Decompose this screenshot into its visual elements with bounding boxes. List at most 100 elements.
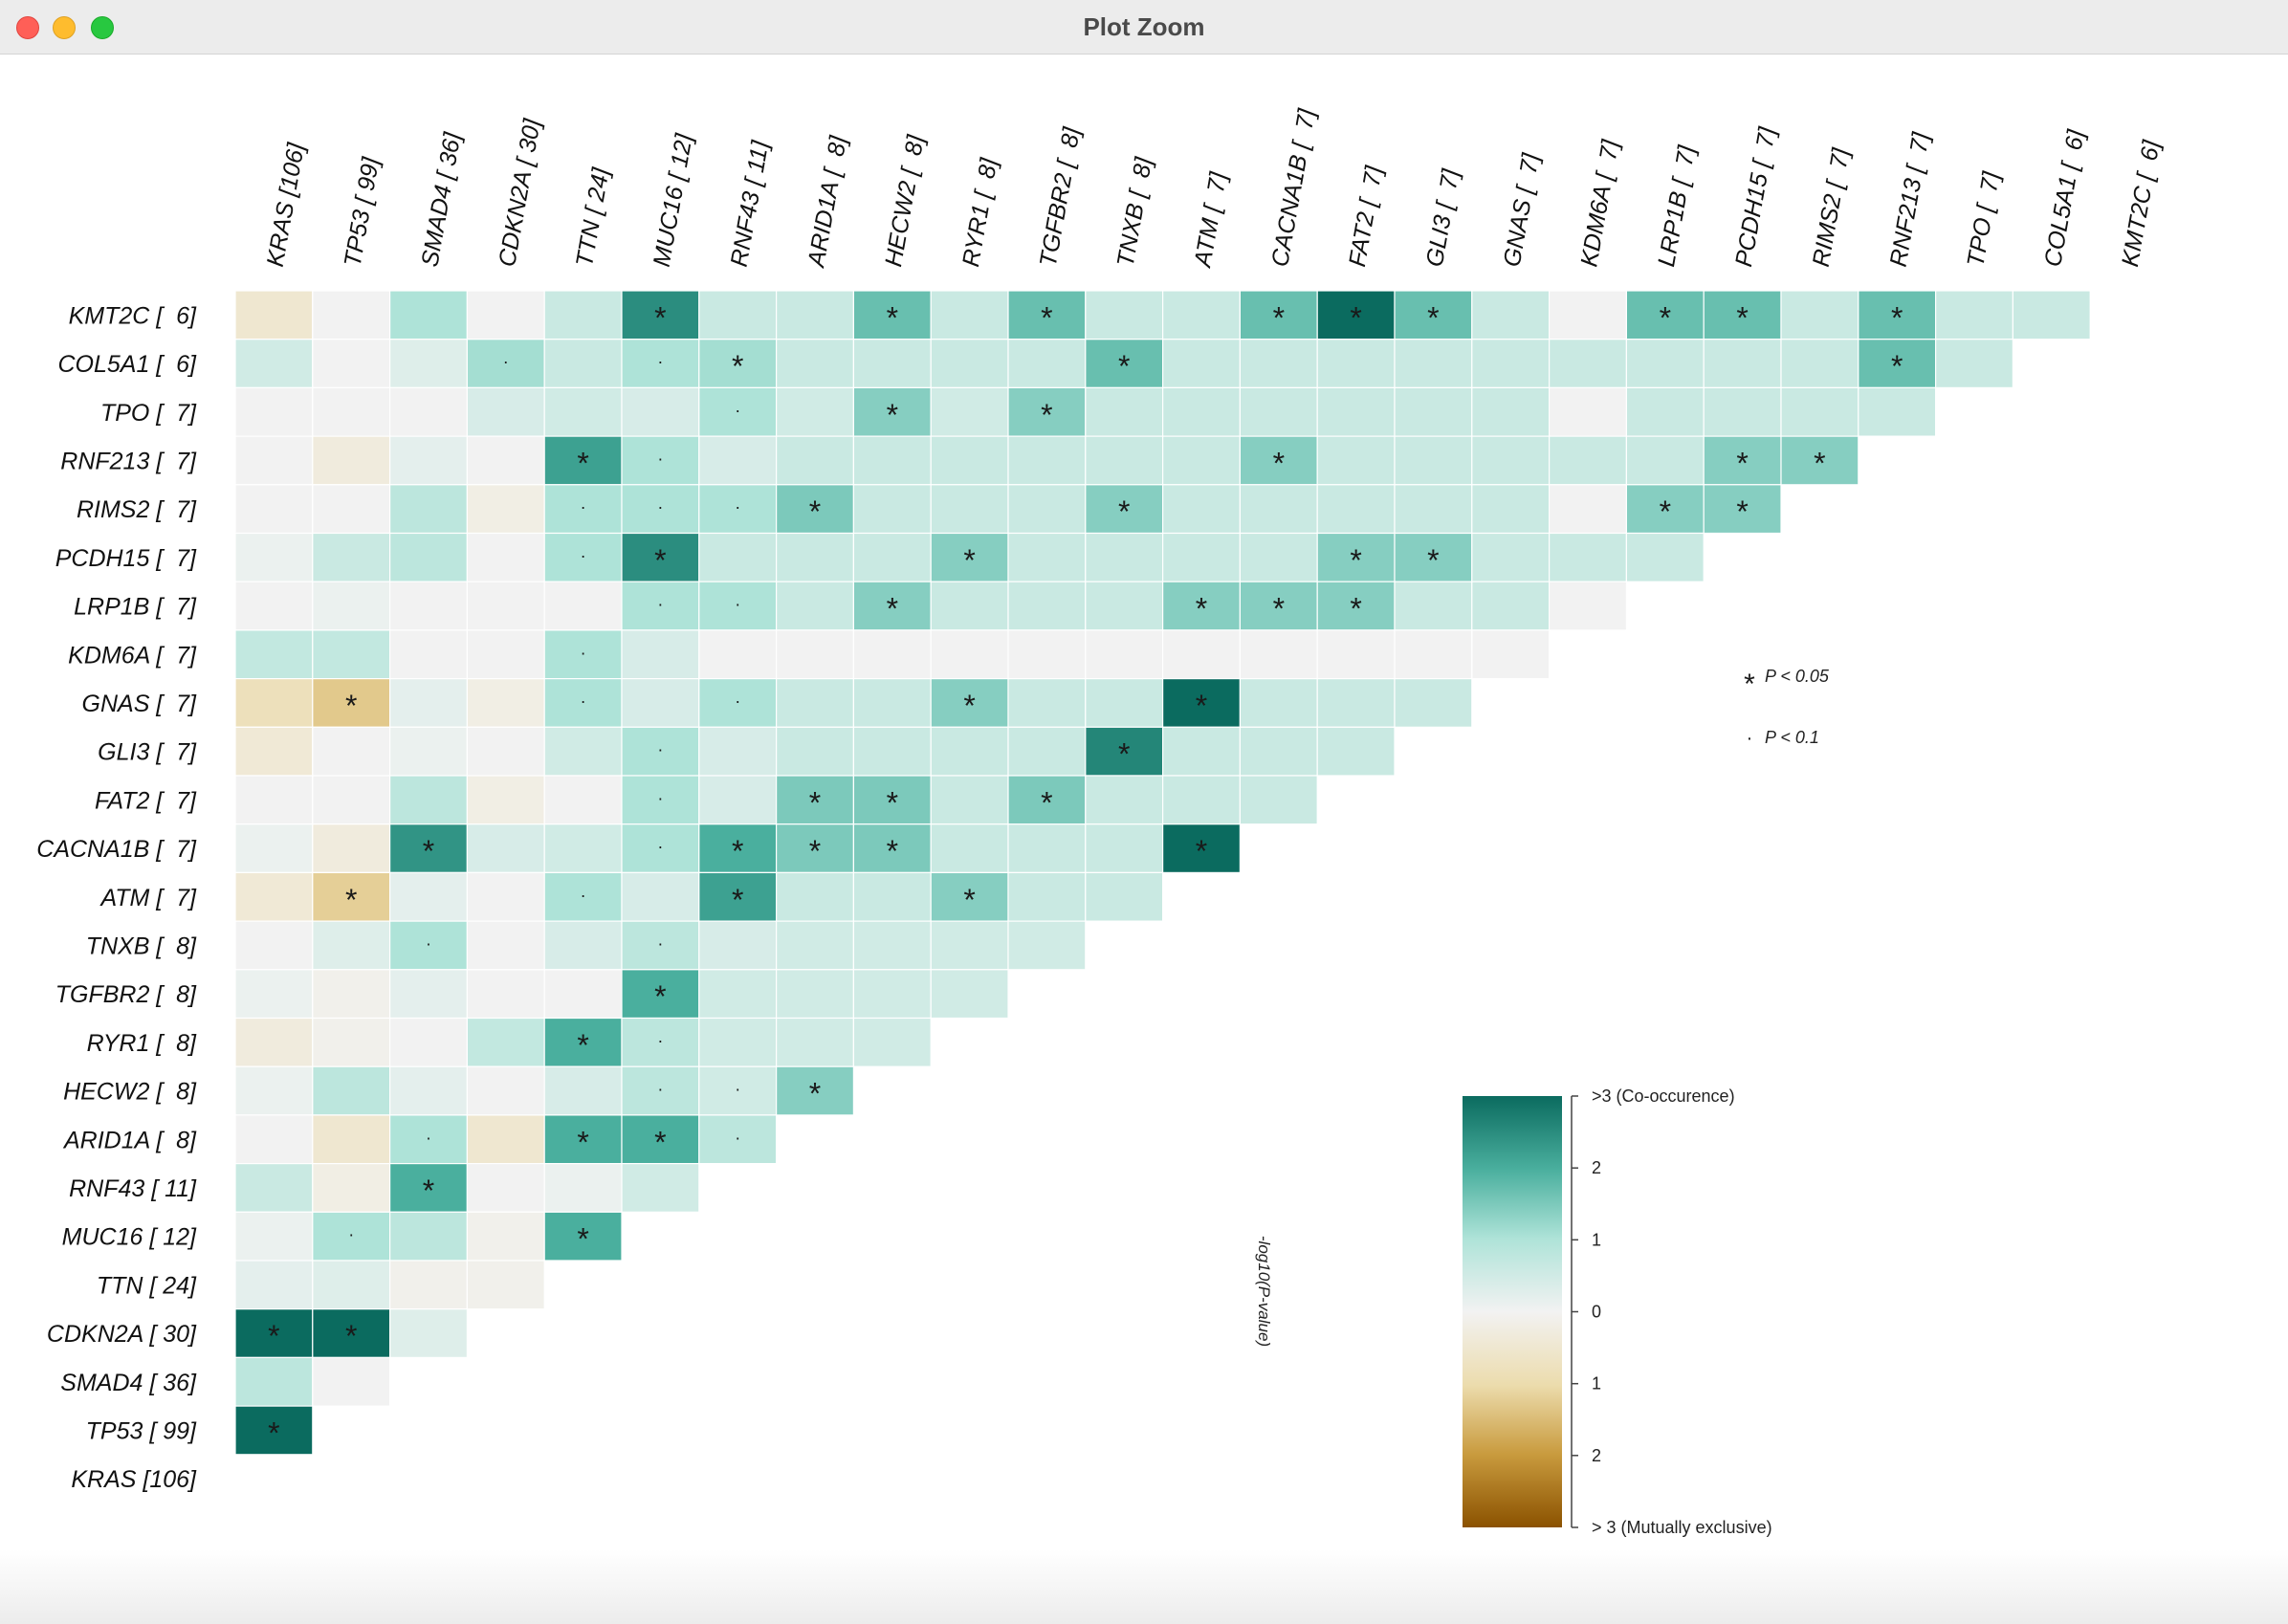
colorbar-gradient <box>1463 1096 1562 1527</box>
sig-dot: · <box>426 934 431 954</box>
heatmap-cell <box>1239 726 1318 777</box>
heatmap-cell <box>852 775 932 825</box>
heatmap-cell <box>1394 581 1473 631</box>
sig-dot: · <box>735 595 740 614</box>
heatmap-cells <box>234 290 2091 1456</box>
sig-star: * <box>809 785 821 820</box>
heatmap-cell <box>698 677 778 728</box>
heatmap-cell <box>1085 581 1164 631</box>
heatmap-cell <box>389 871 469 922</box>
sig-star: * <box>1041 300 1052 335</box>
heatmap-cell <box>1161 677 1241 728</box>
heatmap-cell <box>543 969 623 1020</box>
heatmap-cell <box>930 435 1009 486</box>
heatmap-cell <box>775 339 854 389</box>
heatmap-cell <box>1394 386 1473 437</box>
heatmap-cell <box>1548 386 1627 437</box>
heatmap-cell <box>1471 386 1551 437</box>
colorbar-tick-label: 0 <box>1592 1303 1601 1322</box>
heatmap-cell <box>312 629 391 680</box>
sig-star: * <box>887 398 898 432</box>
heatmap-cell <box>698 969 778 1020</box>
sig-dot: · <box>581 643 586 662</box>
colorbar-ticks: >3 (Co-occurence) 2 1 0 1 2 > 3 (Mutually excl… <box>1572 1086 1772 1537</box>
heatmap-cell <box>621 339 700 389</box>
sig-star: * <box>1660 494 1671 529</box>
sig-star: * <box>963 689 975 723</box>
column-label: GNAS [ 7] <box>1499 150 1546 269</box>
heatmap-cell <box>1780 435 1859 486</box>
heatmap-cell <box>389 1065 469 1116</box>
sig-dot: · <box>735 1128 740 1147</box>
heatmap-cell <box>466 1162 545 1213</box>
heatmap-cell <box>543 339 623 389</box>
heatmap-cell <box>312 484 391 535</box>
heatmap-cell <box>1085 775 1164 825</box>
heatmap-cell <box>466 677 545 728</box>
heatmap-cell <box>389 484 469 535</box>
heatmap-cell <box>1548 290 1627 340</box>
row-label: TPO [ 7] <box>100 400 197 427</box>
heatmap-cell <box>234 871 314 922</box>
row-label: RIMS2 [ 7] <box>77 496 197 523</box>
heatmap-cell <box>466 532 545 582</box>
heatmap-cell <box>698 435 778 486</box>
heatmap-cell <box>1085 532 1164 582</box>
heatmap-cell <box>698 775 778 825</box>
window-bottom-edge <box>0 1549 2288 1624</box>
sig-star: * <box>1118 494 1130 529</box>
heatmap-cell <box>1703 290 1782 340</box>
column-label: GLI3 [ 7] <box>1421 166 1465 269</box>
heatmap-cell <box>621 775 700 825</box>
heatmap-cell <box>1548 532 1627 582</box>
column-label: LRP1B [ 7] <box>1653 143 1701 269</box>
minimize-window-button[interactable] <box>53 16 76 39</box>
heatmap-cell <box>312 435 391 486</box>
heatmap-cell <box>1316 629 1396 680</box>
heatmap-cell <box>930 484 1009 535</box>
heatmap-cell <box>1007 920 1087 971</box>
heatmap-cell <box>312 1017 391 1067</box>
sig-star: * <box>654 1125 666 1159</box>
column-label: RIMS2 [ 7] <box>1808 145 1855 269</box>
heatmap-cell <box>1239 339 1318 389</box>
sig-star: * <box>1427 543 1439 578</box>
heatmap-cell <box>1161 726 1241 777</box>
sig-star: * <box>654 979 666 1014</box>
heatmap-cell <box>930 581 1009 631</box>
column-label: PCDH15 [ 7] <box>1730 124 1781 269</box>
heatmap-cell <box>930 823 1009 874</box>
sig-dot: · <box>581 886 586 905</box>
zoom-window-button[interactable] <box>91 16 114 39</box>
sig-star: * <box>1736 447 1748 481</box>
sig-star: * <box>1041 398 1052 432</box>
column-label: RNF43 [ 11] <box>726 138 775 269</box>
heatmap-cell <box>1161 339 1241 389</box>
heatmap-cell <box>1007 339 1087 389</box>
heatmap-cell <box>234 1065 314 1116</box>
heatmap-cell <box>1703 484 1782 535</box>
heatmap-cell <box>852 871 932 922</box>
heatmap-cell <box>852 484 932 535</box>
heatmap-cell <box>775 775 854 825</box>
heatmap-cell <box>852 435 932 486</box>
sig-star: * <box>1814 447 1825 481</box>
heatmap-cell <box>543 290 623 340</box>
sig-star: * <box>1660 300 1671 335</box>
heatmap-cell <box>775 581 854 631</box>
heatmap-cell <box>389 290 469 340</box>
sig-star: * <box>809 834 821 868</box>
heatmap-cell <box>1780 290 1859 340</box>
close-window-button[interactable] <box>16 16 39 39</box>
sig-star: * <box>577 447 588 481</box>
heatmap-cell <box>852 823 932 874</box>
heatmap-cell <box>698 532 778 582</box>
sig-star: * <box>1196 689 1207 723</box>
heatmap-cell <box>312 726 391 777</box>
heatmap-cell <box>1471 339 1551 389</box>
heatmap-cell <box>1161 386 1241 437</box>
heatmap-cell <box>389 775 469 825</box>
row-label: ARID1A [ 8] <box>62 1127 197 1153</box>
heatmap-cell <box>1548 581 1627 631</box>
column-label: MUC16 [ 12] <box>649 131 698 269</box>
